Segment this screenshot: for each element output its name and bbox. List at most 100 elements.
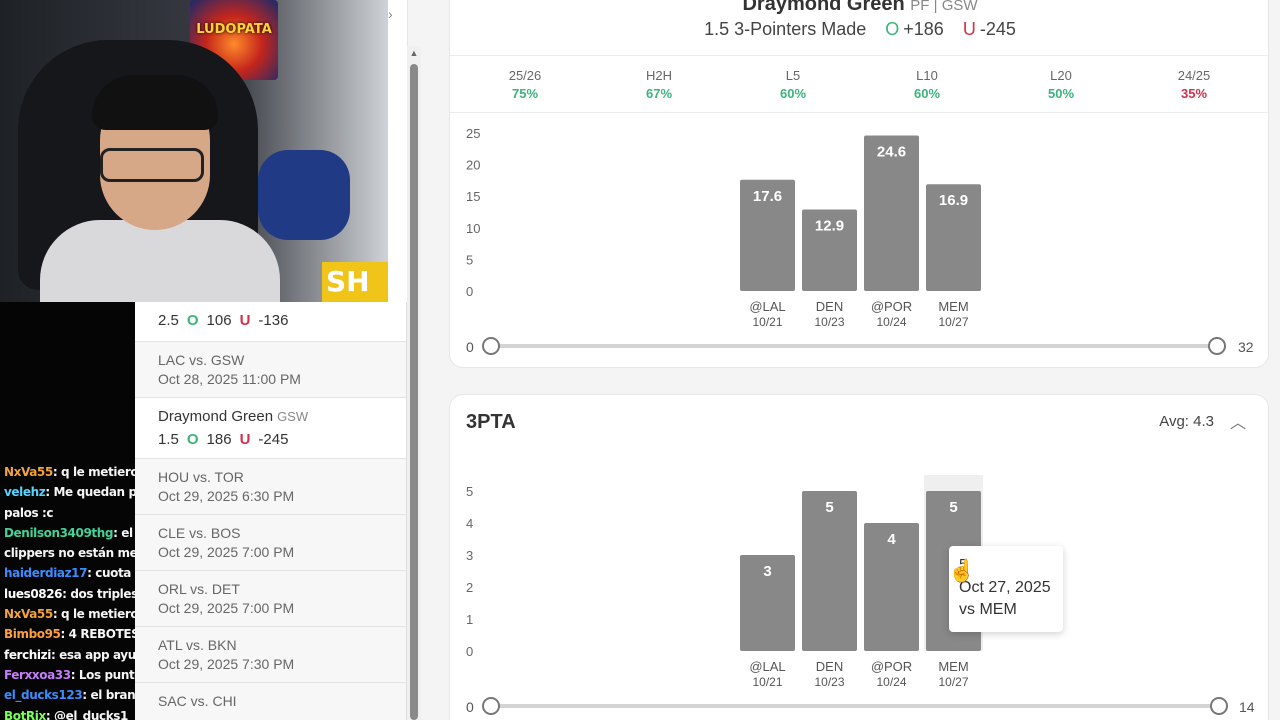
game-matchup: CLE vs. BOS xyxy=(158,525,241,541)
range-slider-max-handle[interactable] xyxy=(1208,337,1226,355)
chat-background xyxy=(0,302,135,720)
x-tick-label: DEN xyxy=(816,659,843,674)
x-tick-date: 10/21 xyxy=(752,675,782,689)
bar-at-lal xyxy=(740,555,795,651)
bar-value-label: 16.9 xyxy=(939,192,968,209)
y-tick-label: 5 xyxy=(466,252,473,267)
chat-text: clippers no están metien xyxy=(4,546,136,561)
player-name: Draymond Green xyxy=(742,0,905,15)
under-icon: U xyxy=(239,312,251,329)
chat-username[interactable]: NxVa55 xyxy=(4,607,53,622)
bet-line: 1.5 3-Pointers Made O +186 U -245 xyxy=(450,19,1270,40)
streamer-glasses xyxy=(100,148,204,182)
chevron-up-icon[interactable]: ︿ xyxy=(1229,415,1246,432)
under-odds: -136 xyxy=(258,312,289,329)
over-odds: 106 xyxy=(206,312,232,329)
game-list-item[interactable]: HOU vs. TOR Oct 29, 2025 6:30 PM xyxy=(135,459,406,515)
prop-player-name: Draymond Green xyxy=(158,408,274,425)
tab-L5[interactable]: L5 60% xyxy=(738,68,848,101)
y-tick-label: 0 xyxy=(466,284,473,299)
tab-hit-rate: 60% xyxy=(779,86,807,101)
chat-text: : Me quedan poco xyxy=(45,485,136,500)
chat-username[interactable]: lues0826 xyxy=(4,586,63,601)
chat-username[interactable]: haiderdiaz17 xyxy=(4,566,88,581)
tab-2526[interactable]: 25/26 75% xyxy=(470,68,580,101)
range-slider-track[interactable] xyxy=(490,704,1220,708)
range-slider-max-handle[interactable] xyxy=(1210,697,1228,715)
prop-player: Draymond Green GSW xyxy=(158,408,383,425)
card-title: 3PTA xyxy=(466,411,516,433)
chat-text: : dos triples xyxy=(62,586,136,601)
chat-message: Bimbo95: 4 REBOTES D xyxy=(0,624,136,644)
game-list-item[interactable]: SAC vs. CHI xyxy=(135,683,406,720)
chat-message: velehz: Me quedan poco xyxy=(0,482,136,502)
game-list-item[interactable]: CLE vs. BOS Oct 29, 2025 7:00 PM xyxy=(135,515,406,571)
under-odds: -245 xyxy=(258,431,289,448)
chat-message: palos :c xyxy=(0,503,136,523)
x-tick-label: MEM xyxy=(938,659,968,674)
bar-mem xyxy=(926,184,981,291)
y-tick-label: 2 xyxy=(466,580,473,595)
tab-L10[interactable]: L10 60% xyxy=(872,68,982,101)
prop-line-value: 1.5 xyxy=(158,431,179,448)
x-tick-date: 10/23 xyxy=(814,675,844,689)
chat-username[interactable]: Ferxxoa33 xyxy=(4,667,71,682)
game-matchup: LAC vs. GSW xyxy=(158,352,245,368)
prop-odds: 2.5 O 106 U -136 xyxy=(158,312,383,329)
blanket xyxy=(258,150,350,240)
chat-username[interactable]: ferchizi xyxy=(4,647,51,662)
x-tick-date: 10/24 xyxy=(876,675,906,689)
chat-username[interactable]: Denilson3409thg xyxy=(4,525,114,540)
prop-odds: 1.5 O 186 U -245 xyxy=(158,431,383,448)
game-list-item[interactable]: LAC vs. GSW Oct 28, 2025 11:00 PM xyxy=(135,342,406,398)
chat-username[interactable]: NxVa55 xyxy=(4,465,53,479)
period-tabs: 25/26 75% H2H 67% L5 60% L10 60% L20 50% 24/25 35% xyxy=(450,55,1270,113)
chat-username[interactable]: Bimbo95 xyxy=(4,627,61,642)
tab-label: L20 xyxy=(1050,68,1072,83)
event-items: LAC vs. GSW Oct 28, 2025 11:00 PM Draymond… xyxy=(135,342,406,720)
slider-max-label: 32 xyxy=(1238,339,1254,355)
tooltip-date: Oct 27, 2025 xyxy=(959,579,1051,596)
poster-text: LUDOPATA xyxy=(196,22,272,37)
scroll-up-icon[interactable]: ▲ xyxy=(409,48,419,58)
chat-username[interactable]: velehz xyxy=(4,485,46,500)
game-datetime: Oct 29, 2025 7:00 PM xyxy=(158,600,295,616)
y-tick-label: 15 xyxy=(466,189,480,204)
range-slider-min-handle[interactable] xyxy=(482,697,500,715)
chat-username[interactable]: BotRix xyxy=(4,708,46,720)
chevron-icon[interactable]: › xyxy=(388,6,393,22)
chat-text: : q le metieron e xyxy=(52,465,136,479)
game-list-item[interactable]: ATL vs. BKN Oct 29, 2025 7:30 PM xyxy=(135,627,406,683)
x-tick-label: @LAL xyxy=(749,299,785,314)
chat-message: el_ducks123: el brandin xyxy=(0,685,136,705)
tab-hit-rate: 35% xyxy=(1180,86,1208,101)
tab-L20[interactable]: L20 50% xyxy=(1006,68,1116,101)
range-slider-min-handle[interactable] xyxy=(482,337,500,355)
y-tick-label: 0 xyxy=(466,644,473,659)
player-prop-item[interactable]: Draymond Green GSW 1.5 O 186 U -245 xyxy=(135,398,406,459)
chat-username[interactable]: el_ducks123 xyxy=(4,688,83,703)
chat-message: ferchizi: esa app ayuda xyxy=(0,645,136,665)
chat-message: Denilson3409thg: el pro xyxy=(0,523,136,543)
y-tick-label: 3 xyxy=(466,548,473,563)
3pta-card: 3PTA Avg: 4.3 ︿ 0 1 2 3 4 5 3 @LAL 10/21 5 DEN 10/2… xyxy=(449,394,1269,720)
tab-2425[interactable]: 24/25 35% xyxy=(1139,68,1249,101)
chat-text: palos :c xyxy=(4,505,54,520)
game-matchup: SAC vs. CHI xyxy=(158,693,237,709)
scrollbar-thumb[interactable] xyxy=(410,64,418,720)
game-list-item[interactable]: ORL vs. DET Oct 29, 2025 7:00 PM xyxy=(135,571,406,627)
tab-H2H[interactable]: H2H 67% xyxy=(604,68,714,101)
slider-max-label: 14 xyxy=(1239,699,1255,715)
webcam-feed: LUDOPATA SH xyxy=(0,0,388,302)
chat-message: clippers no están metien xyxy=(0,543,136,563)
y-tick-label: 10 xyxy=(466,221,480,236)
bar-den xyxy=(802,491,857,651)
chat-message: BotRix: @el_ducks1 xyxy=(0,706,136,720)
range-slider-track[interactable] xyxy=(490,344,1218,348)
chat-text: : el brandin xyxy=(82,688,136,703)
tab-label: L5 xyxy=(785,68,801,83)
bar-value-label: 4 xyxy=(887,531,896,548)
bar-value-label: 12.9 xyxy=(815,217,844,234)
prop-line-item[interactable]: 2.5 O 106 U -136 xyxy=(135,302,406,342)
